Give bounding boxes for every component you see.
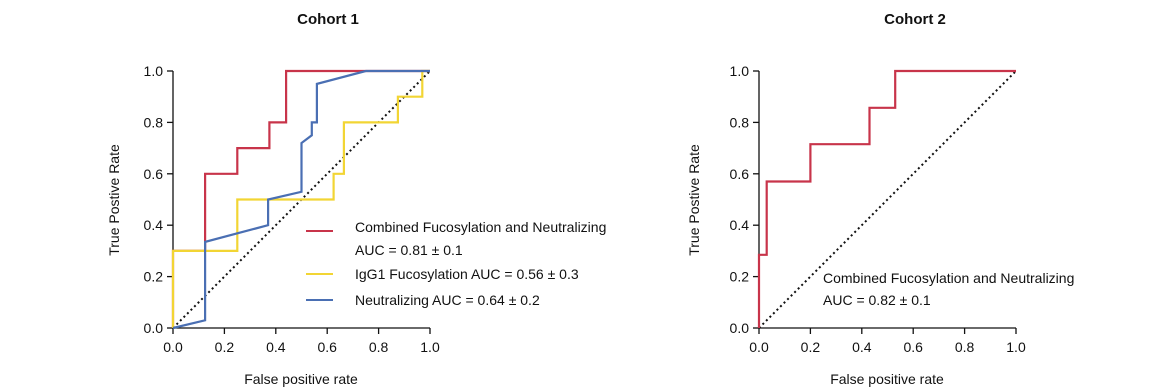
- cohort-1-panel: Cohort 1 0.0 0.2 0.4 0.6 0.8 1.0 0.0 0.2 0.4 0.6…: [106, 11, 606, 387]
- cohort-1-legend: Combined Fucosylation and Neutralizing A…: [306, 219, 606, 308]
- cohort-2-x-ticks: 0.0 0.2 0.4 0.6 0.8 1.0: [749, 328, 1026, 355]
- cohort-1-x-ticks: 0.0 0.2 0.4 0.6 0.8 1.0: [163, 328, 440, 355]
- cohort-2-series: [757, 69, 1016, 328]
- x-tick-label: 0.8: [369, 339, 389, 355]
- x-tick-label: 0.0: [749, 339, 769, 355]
- legend-label-combined-auc: AUC = 0.81 ± 0.1: [355, 242, 463, 258]
- cohort-1-series: [171, 69, 430, 330]
- cohort-2-panel: Cohort 2 0.0 0.2 0.4 0.6 0.8 1.0 0.0 0.2 0.4 0.6…: [686, 11, 1074, 387]
- y-tick-label: 0.4: [144, 217, 164, 233]
- x-tick-label: 0.0: [163, 339, 183, 355]
- annotation-line-2: AUC = 0.82 ± 0.1: [823, 292, 931, 308]
- x-tick-label: 1.0: [420, 339, 440, 355]
- cohort-2-chance-line: [758, 70, 1017, 329]
- roc-curve-2: [171, 69, 430, 328]
- y-tick-label: 0.8: [144, 114, 164, 130]
- annotation-line-1: Combined Fucosylation and Neutralizing: [823, 270, 1074, 286]
- cohort-1-x-label: False positive rate: [244, 371, 358, 387]
- y-tick-label: 0.2: [144, 269, 164, 285]
- y-tick-label: 1.0: [730, 63, 750, 79]
- cohort-1-y-label: True Postive Rate: [106, 144, 122, 256]
- cohort-2-y-label: True Postive Rate: [686, 144, 702, 256]
- y-tick-label: 0.6: [144, 166, 164, 182]
- y-tick-label: 0.2: [730, 269, 750, 285]
- legend-label-combined: Combined Fucosylation and Neutralizing: [355, 219, 606, 235]
- x-tick-label: 0.2: [801, 339, 821, 355]
- y-tick-label: 1.0: [144, 63, 164, 79]
- legend-label-igg1: IgG1 Fucosylation AUC = 0.56 ± 0.3: [355, 266, 579, 282]
- y-tick-label: 0.4: [730, 217, 750, 233]
- x-tick-label: 0.4: [852, 339, 872, 355]
- x-tick-label: 0.4: [266, 339, 286, 355]
- x-tick-label: 0.6: [903, 339, 923, 355]
- roc-curve-1: [757, 69, 1016, 328]
- x-tick-label: 0.6: [317, 339, 337, 355]
- cohort-2-annotation: Combined Fucosylation and Neutralizing A…: [823, 270, 1074, 308]
- cohort-2-title: Cohort 2: [884, 11, 946, 28]
- y-tick-label: 0.0: [144, 320, 164, 336]
- roc-curve-3: [172, 69, 430, 330]
- x-tick-label: 1.0: [1006, 339, 1026, 355]
- cohort-2-x-label: False positive rate: [830, 371, 944, 387]
- x-tick-label: 0.2: [215, 339, 235, 355]
- y-tick-label: 0.6: [730, 166, 750, 182]
- cohort-1-title: Cohort 1: [297, 11, 359, 28]
- y-tick-label: 0.0: [730, 320, 750, 336]
- x-tick-label: 0.8: [955, 339, 975, 355]
- legend-label-neutralizing: Neutralizing AUC = 0.64 ± 0.2: [355, 292, 540, 308]
- cohort-2-y-ticks: 0.0 0.2 0.4 0.6 0.8 1.0: [730, 63, 759, 336]
- y-tick-label: 0.8: [730, 114, 750, 130]
- cohort-1-y-ticks: 0.0 0.2 0.4 0.6 0.8 1.0: [144, 63, 173, 336]
